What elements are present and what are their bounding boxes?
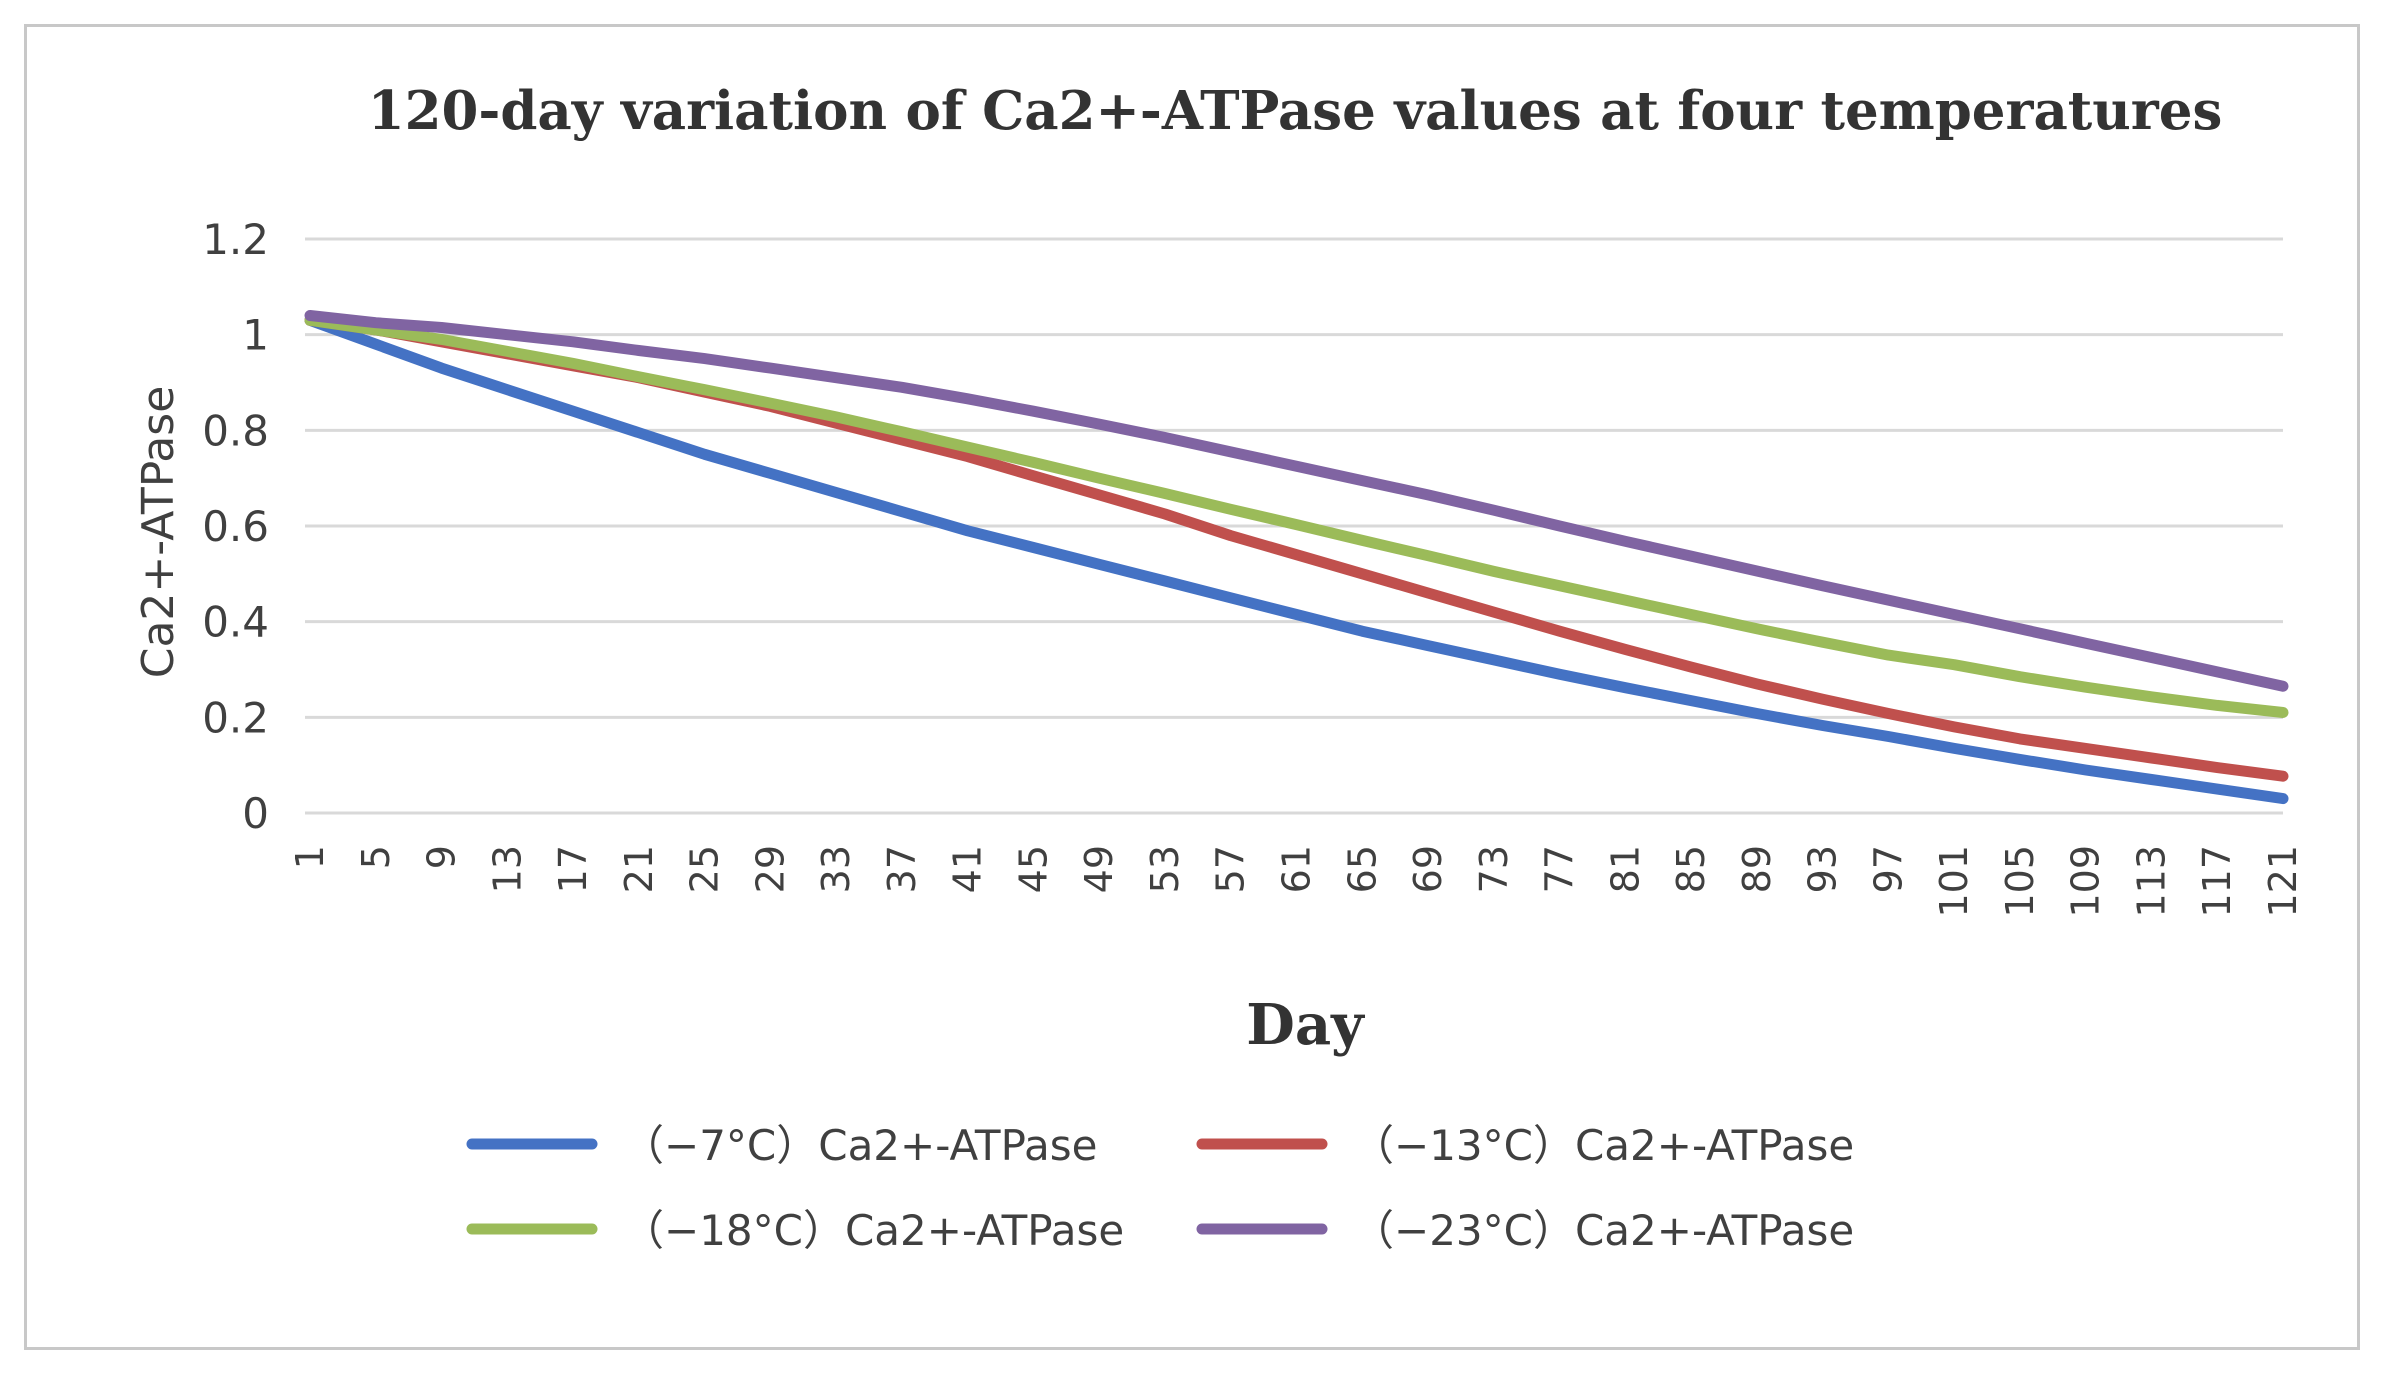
y-axis-ticks: 0 0.2 0.4 0.6 0.8 1 1.2 (202, 215, 269, 838)
legend-label-1: （−7°C）Ca2+-ATPase (622, 1121, 1097, 1170)
x-tick-label: 33 (814, 845, 858, 893)
legend-label-2: （−13°C）Ca2+-ATPase (1352, 1121, 1854, 1170)
x-tick-label: 17 (551, 845, 595, 893)
x-tick-label: 81 (1603, 845, 1647, 893)
chart-svg: 120-day variation of Ca2+-ATPase values … (133, 80, 2305, 1255)
y-tick-label: 0.2 (202, 693, 269, 742)
x-tick-label: 93 (1801, 845, 1845, 893)
x-tick-label: 41 (946, 845, 990, 893)
y-tick-label: 1 (242, 311, 269, 360)
x-tick-label: 113 (2129, 845, 2173, 918)
x-tick-label: 53 (1143, 845, 1187, 893)
x-axis-ticks: 1 5 9 13 17 21 25 29 33 37 41 45 49 53 57 61 65 69 73 77 81 8… (288, 845, 2305, 918)
x-tick-label: 57 (1209, 845, 1253, 893)
chart-title: 120-day variation of Ca2+-ATPase values … (368, 80, 2223, 142)
series-line-1 (304, 314, 2289, 805)
x-tick-label: 45 (1011, 845, 1055, 893)
legend: （−7°C）Ca2+-ATPase （−13°C）Ca2+-ATPase （−18°… (466, 1121, 1854, 1255)
x-tick-label: 101 (1932, 845, 1976, 918)
x-tick-label: 97 (1866, 845, 1910, 893)
chart-frame: 120-day variation of Ca2+-ATPase values … (24, 24, 2360, 1350)
series-line-3 (304, 314, 2289, 718)
y-tick-label: 0.4 (202, 598, 269, 647)
x-tick-label: 77 (1538, 845, 1582, 893)
series-lines (304, 310, 2289, 805)
x-tick-label: 29 (748, 845, 792, 893)
x-tick-label: 65 (1340, 845, 1384, 893)
series-line-2 (304, 314, 2289, 782)
x-tick-label: 109 (2064, 845, 2108, 918)
y-tick-label: 0.6 (202, 502, 269, 551)
x-tick-label: 73 (1472, 845, 1516, 893)
legend-label-3: （−18°C）Ca2+-ATPase (622, 1206, 1124, 1255)
x-tick-label: 105 (1998, 845, 2042, 918)
x-tick-label: 89 (1735, 845, 1779, 893)
x-tick-label: 69 (1406, 845, 1450, 893)
x-tick-label: 61 (1275, 845, 1319, 893)
x-tick-label: 13 (485, 845, 529, 893)
x-tick-label: 25 (683, 845, 727, 893)
legend-label-4: （−23°C）Ca2+-ATPase (1352, 1206, 1854, 1255)
series-line-4 (304, 310, 2289, 692)
x-tick-label: 1 (288, 845, 332, 869)
x-tick-label: 117 (2195, 845, 2239, 918)
x-tick-label: 5 (354, 845, 398, 869)
x-tick-label: 37 (880, 845, 924, 893)
x-axis-label: Day (1246, 992, 1365, 1058)
y-tick-label: 0.8 (202, 406, 269, 455)
x-tick-label: 9 (420, 845, 464, 869)
x-tick-label: 21 (617, 845, 661, 893)
y-tick-label: 1.2 (202, 215, 269, 264)
x-tick-label: 49 (1077, 845, 1121, 893)
x-tick-label: 121 (2261, 845, 2305, 918)
y-tick-label: 0 (242, 789, 269, 838)
y-axis-label: Ca2+-ATPase (133, 386, 184, 679)
x-tick-label: 85 (1669, 845, 1713, 893)
